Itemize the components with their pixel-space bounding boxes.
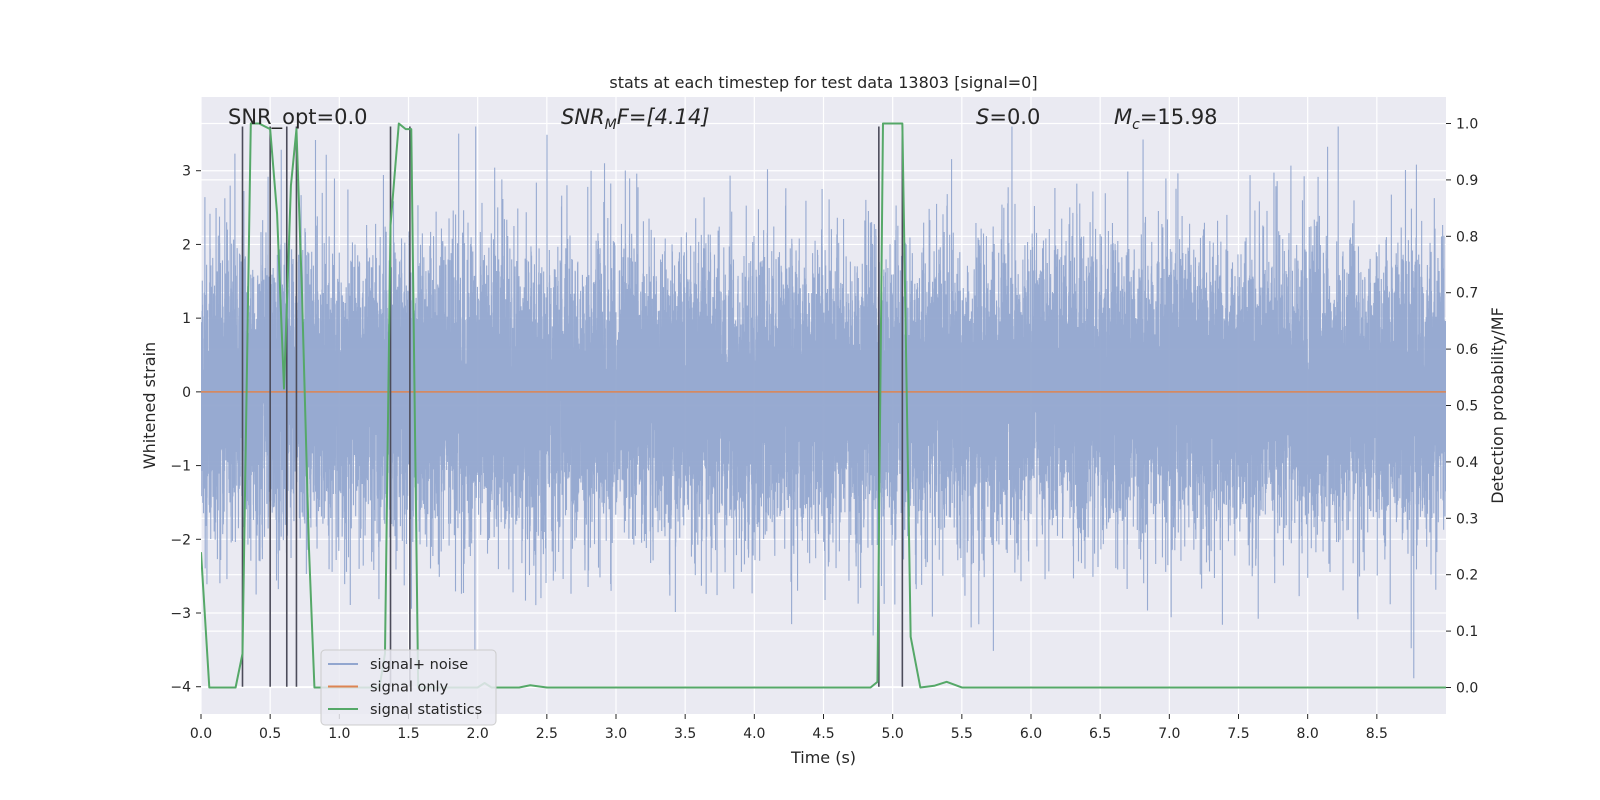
x-tick-label: 6.0 — [1020, 726, 1042, 742]
y-tick-label-right: 0.7 — [1456, 286, 1478, 302]
y-tick-label-left: 0 — [182, 385, 191, 401]
annotation-mc: Mc=15.98 — [1114, 105, 1218, 133]
y-tick-label-right: 0.0 — [1456, 680, 1478, 696]
x-tick-label: 8.0 — [1297, 726, 1319, 742]
legend-label: signal+ noise — [370, 657, 468, 673]
legend-box — [320, 649, 497, 726]
chart-title: stats at each timestep for test data 138… — [609, 73, 1037, 92]
y-tick-label-right: 0.4 — [1456, 455, 1478, 471]
x-tick-label: 5.5 — [951, 726, 973, 742]
y-tick-label-right: 0.1 — [1456, 624, 1478, 640]
x-tick-label: 0.5 — [259, 726, 281, 742]
y-tick-label-right: 0.8 — [1456, 229, 1478, 245]
axes: 0.0 0.5 1.0 1.5 2.0 2.5 3.0 3.5 4.0 4.5 5.0 5.5 6.0 6… — [170, 117, 1478, 742]
legend-label: signal statistics — [370, 702, 482, 718]
y-tick-label-right: 0.9 — [1456, 173, 1478, 189]
annotation-s-main: S — [976, 105, 989, 129]
annotation-mc-rest: =15.98 — [1140, 105, 1218, 129]
y-tick-label-left: −3 — [170, 606, 191, 622]
annotation-snr-mf: SNRMF=[4.14] — [561, 105, 710, 133]
x-tick-label: 7.5 — [1227, 726, 1249, 742]
x-tick-label: 7.0 — [1158, 726, 1180, 742]
y-tick-label-left: 2 — [182, 237, 191, 253]
x-tick-label: 6.5 — [1089, 726, 1111, 742]
y-tick-label-right: 1.0 — [1456, 117, 1478, 133]
legend-label: signal only — [370, 680, 449, 696]
y-tick-label-right: 0.6 — [1456, 342, 1478, 358]
annotation-snr-mf-rest: F=[4.14] — [617, 105, 710, 129]
y-tick-label-left: −2 — [170, 532, 191, 548]
annotation-snr-opt: SNR_opt=0.0 — [228, 105, 368, 130]
y-tick-label-left: −1 — [170, 459, 191, 475]
annotation-mc-sub: c — [1132, 117, 1140, 133]
x-tick-label: 3.0 — [605, 726, 627, 742]
y-tick-label-left: 1 — [182, 311, 191, 327]
x-axis-label: Time (s) — [790, 748, 856, 767]
y-tick-label-right: 0.2 — [1456, 568, 1478, 584]
x-tick-label: 2.5 — [536, 726, 558, 742]
annotation-snr-mf-sub: M — [605, 117, 617, 133]
annotation-snr-mf-main: SNR — [561, 105, 605, 129]
x-tick-label: 2.0 — [467, 726, 489, 742]
annotation-s-rest: =0.0 — [989, 105, 1040, 129]
y-tick-label-left: −4 — [170, 680, 191, 696]
x-tick-label: 4.5 — [812, 726, 834, 742]
x-tick-label: 3.5 — [674, 726, 696, 742]
legend: signal+ noise signal only signal statistic… — [320, 649, 497, 726]
x-tick-label: 5.0 — [882, 726, 904, 742]
x-tick-label: 0.0 — [190, 726, 212, 742]
series-signal-noise-line — [201, 126, 1446, 679]
annotation-mc-main: M — [1114, 105, 1132, 129]
y-tick-label-right: 0.5 — [1456, 399, 1478, 415]
x-tick-label: 4.0 — [743, 726, 765, 742]
y-tick-label-left: 3 — [182, 164, 191, 180]
y-tick-label-right: 0.3 — [1456, 511, 1478, 527]
y-axis-label-left: Whitened strain — [140, 342, 159, 469]
annotation-s: S=0.0 — [976, 105, 1040, 129]
y-axis-label-right: Detection probability/MF — [1488, 307, 1507, 504]
x-tick-label: 8.5 — [1366, 726, 1388, 742]
x-tick-label: 1.5 — [397, 726, 419, 742]
x-tick-label: 1.0 — [328, 726, 350, 742]
